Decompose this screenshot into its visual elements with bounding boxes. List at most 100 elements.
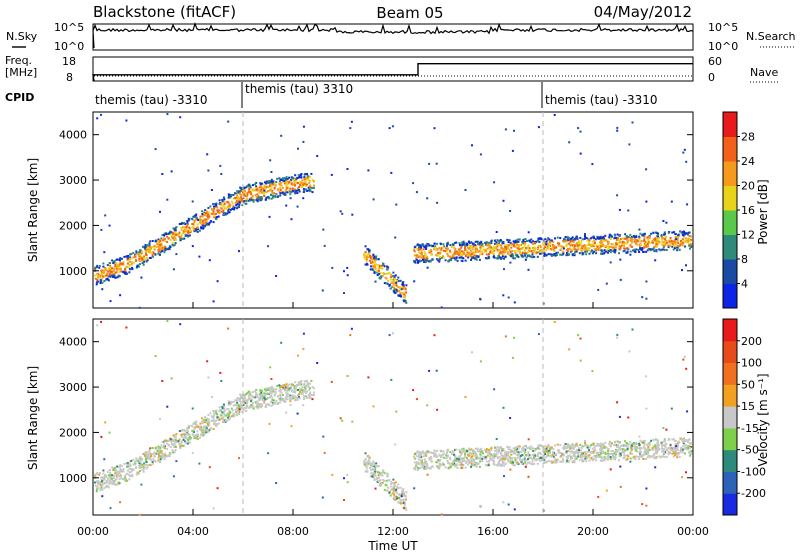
velocity-echo-point	[672, 455, 675, 458]
power-echo-point	[172, 268, 175, 271]
power-echo-point	[107, 267, 110, 270]
velocity-echo-point	[507, 448, 510, 451]
power-echo-point	[185, 230, 187, 233]
velocity-echo-point	[303, 388, 306, 391]
power-echo-point	[173, 229, 176, 232]
velocity-echo-point	[180, 434, 183, 436]
power-echo-point	[518, 249, 521, 252]
velocity-echo-point	[195, 423, 198, 426]
power-echo-point	[682, 230, 685, 233]
power-echo-point	[461, 260, 464, 263]
power-echo-point	[172, 233, 175, 236]
velocity-echo-point	[364, 452, 367, 455]
power-echo-point	[604, 246, 607, 249]
velocity-echo-point	[583, 451, 586, 454]
power-echo-point	[661, 236, 663, 239]
power-echo-point	[285, 204, 288, 207]
power-echo-point	[264, 181, 266, 184]
velocity-echo-point	[160, 455, 163, 458]
velocity-echo-point	[271, 403, 274, 406]
power-echo-point	[323, 244, 326, 247]
power-echo-point	[173, 239, 176, 241]
velocity-echo-point	[304, 395, 307, 398]
power-echo-point	[520, 247, 522, 250]
power-echo-point	[304, 188, 307, 191]
velocity-echo-point	[186, 427, 189, 430]
power-echo-point	[399, 294, 402, 297]
power-echo-point	[402, 287, 405, 290]
power-echo-point	[498, 240, 501, 243]
velocity-echo-point	[99, 489, 102, 492]
power-echo-point	[605, 239, 608, 242]
power-echo-point	[258, 192, 261, 195]
power-echo-point	[181, 222, 184, 225]
power-echo-point	[122, 263, 125, 266]
velocity-echo-point	[652, 445, 655, 448]
power-echo-point	[298, 186, 301, 188]
velocity-echo-point	[640, 451, 642, 453]
velocity-echo-point	[464, 466, 467, 469]
velocity-echo-point	[607, 448, 610, 451]
power-echo-point	[548, 243, 551, 245]
velocity-echo-point	[111, 466, 114, 469]
velocity-echo-point	[225, 414, 228, 417]
power-echo-point	[599, 237, 602, 240]
power-echo-point	[405, 291, 407, 294]
power-echo-point	[244, 202, 247, 205]
power-echo-point	[164, 245, 167, 248]
velocity-echo-point	[267, 387, 270, 390]
velocity-echo-point	[101, 476, 104, 479]
power-echo-point	[457, 253, 460, 256]
power-echo-point	[224, 213, 227, 216]
power-echo-point	[227, 193, 230, 196]
velocity-echo-point	[265, 403, 268, 406]
power-echo-point	[387, 272, 390, 275]
power-echo-point	[645, 168, 648, 171]
velocity-echo-point	[436, 449, 439, 452]
power-echo-point	[629, 253, 632, 256]
power-echo-point	[608, 236, 611, 239]
power-echo-point	[558, 242, 561, 245]
power-echo-point	[134, 254, 137, 257]
power-echo-point	[136, 253, 139, 255]
power-echo-point	[160, 237, 163, 240]
velocity-echo-point	[516, 457, 519, 460]
velocity-echo-point	[311, 393, 314, 396]
velocity-echo-point	[496, 455, 499, 458]
velocity-echo-point	[577, 447, 580, 450]
power-echo-point	[645, 250, 648, 253]
velocity-echo-point	[112, 469, 115, 472]
noise-left-top: 10^5	[54, 21, 84, 34]
velocity-echo-point	[307, 396, 310, 399]
velocity-echo-point	[183, 444, 186, 447]
velocity-echo-point	[364, 470, 367, 473]
velocity-echo-point	[211, 419, 214, 422]
velocity-echo-point	[180, 441, 183, 444]
velocity-echo-point	[249, 397, 252, 400]
power-echo-point	[189, 229, 191, 232]
power-echo-point	[649, 249, 652, 252]
power-echo-point	[490, 246, 492, 249]
velocity-echo-point	[144, 459, 147, 462]
power-echo-point	[276, 177, 279, 180]
power-echo-point	[502, 247, 505, 250]
power-echo-point	[150, 248, 153, 251]
power-echo-point	[454, 241, 456, 244]
power-echo-point	[653, 245, 656, 248]
velocity-echo-point	[293, 385, 296, 388]
velocity-echo-point	[279, 399, 282, 402]
power-echo-point	[502, 199, 505, 202]
velocity-echo-point	[119, 469, 122, 472]
power-echo-point	[507, 245, 510, 247]
velocity-echo-point	[466, 458, 469, 461]
power-echo-point	[470, 252, 473, 255]
velocity-echo-point	[365, 461, 368, 464]
power-echo-point	[504, 128, 507, 131]
power-echo-point	[681, 238, 684, 241]
power-echo-point	[100, 270, 103, 273]
power-echo-point	[201, 213, 204, 216]
velocity-echo-point	[294, 381, 297, 384]
power-echo-point	[415, 258, 418, 261]
power-echo-point	[180, 236, 182, 239]
power-echo-point	[577, 246, 580, 249]
